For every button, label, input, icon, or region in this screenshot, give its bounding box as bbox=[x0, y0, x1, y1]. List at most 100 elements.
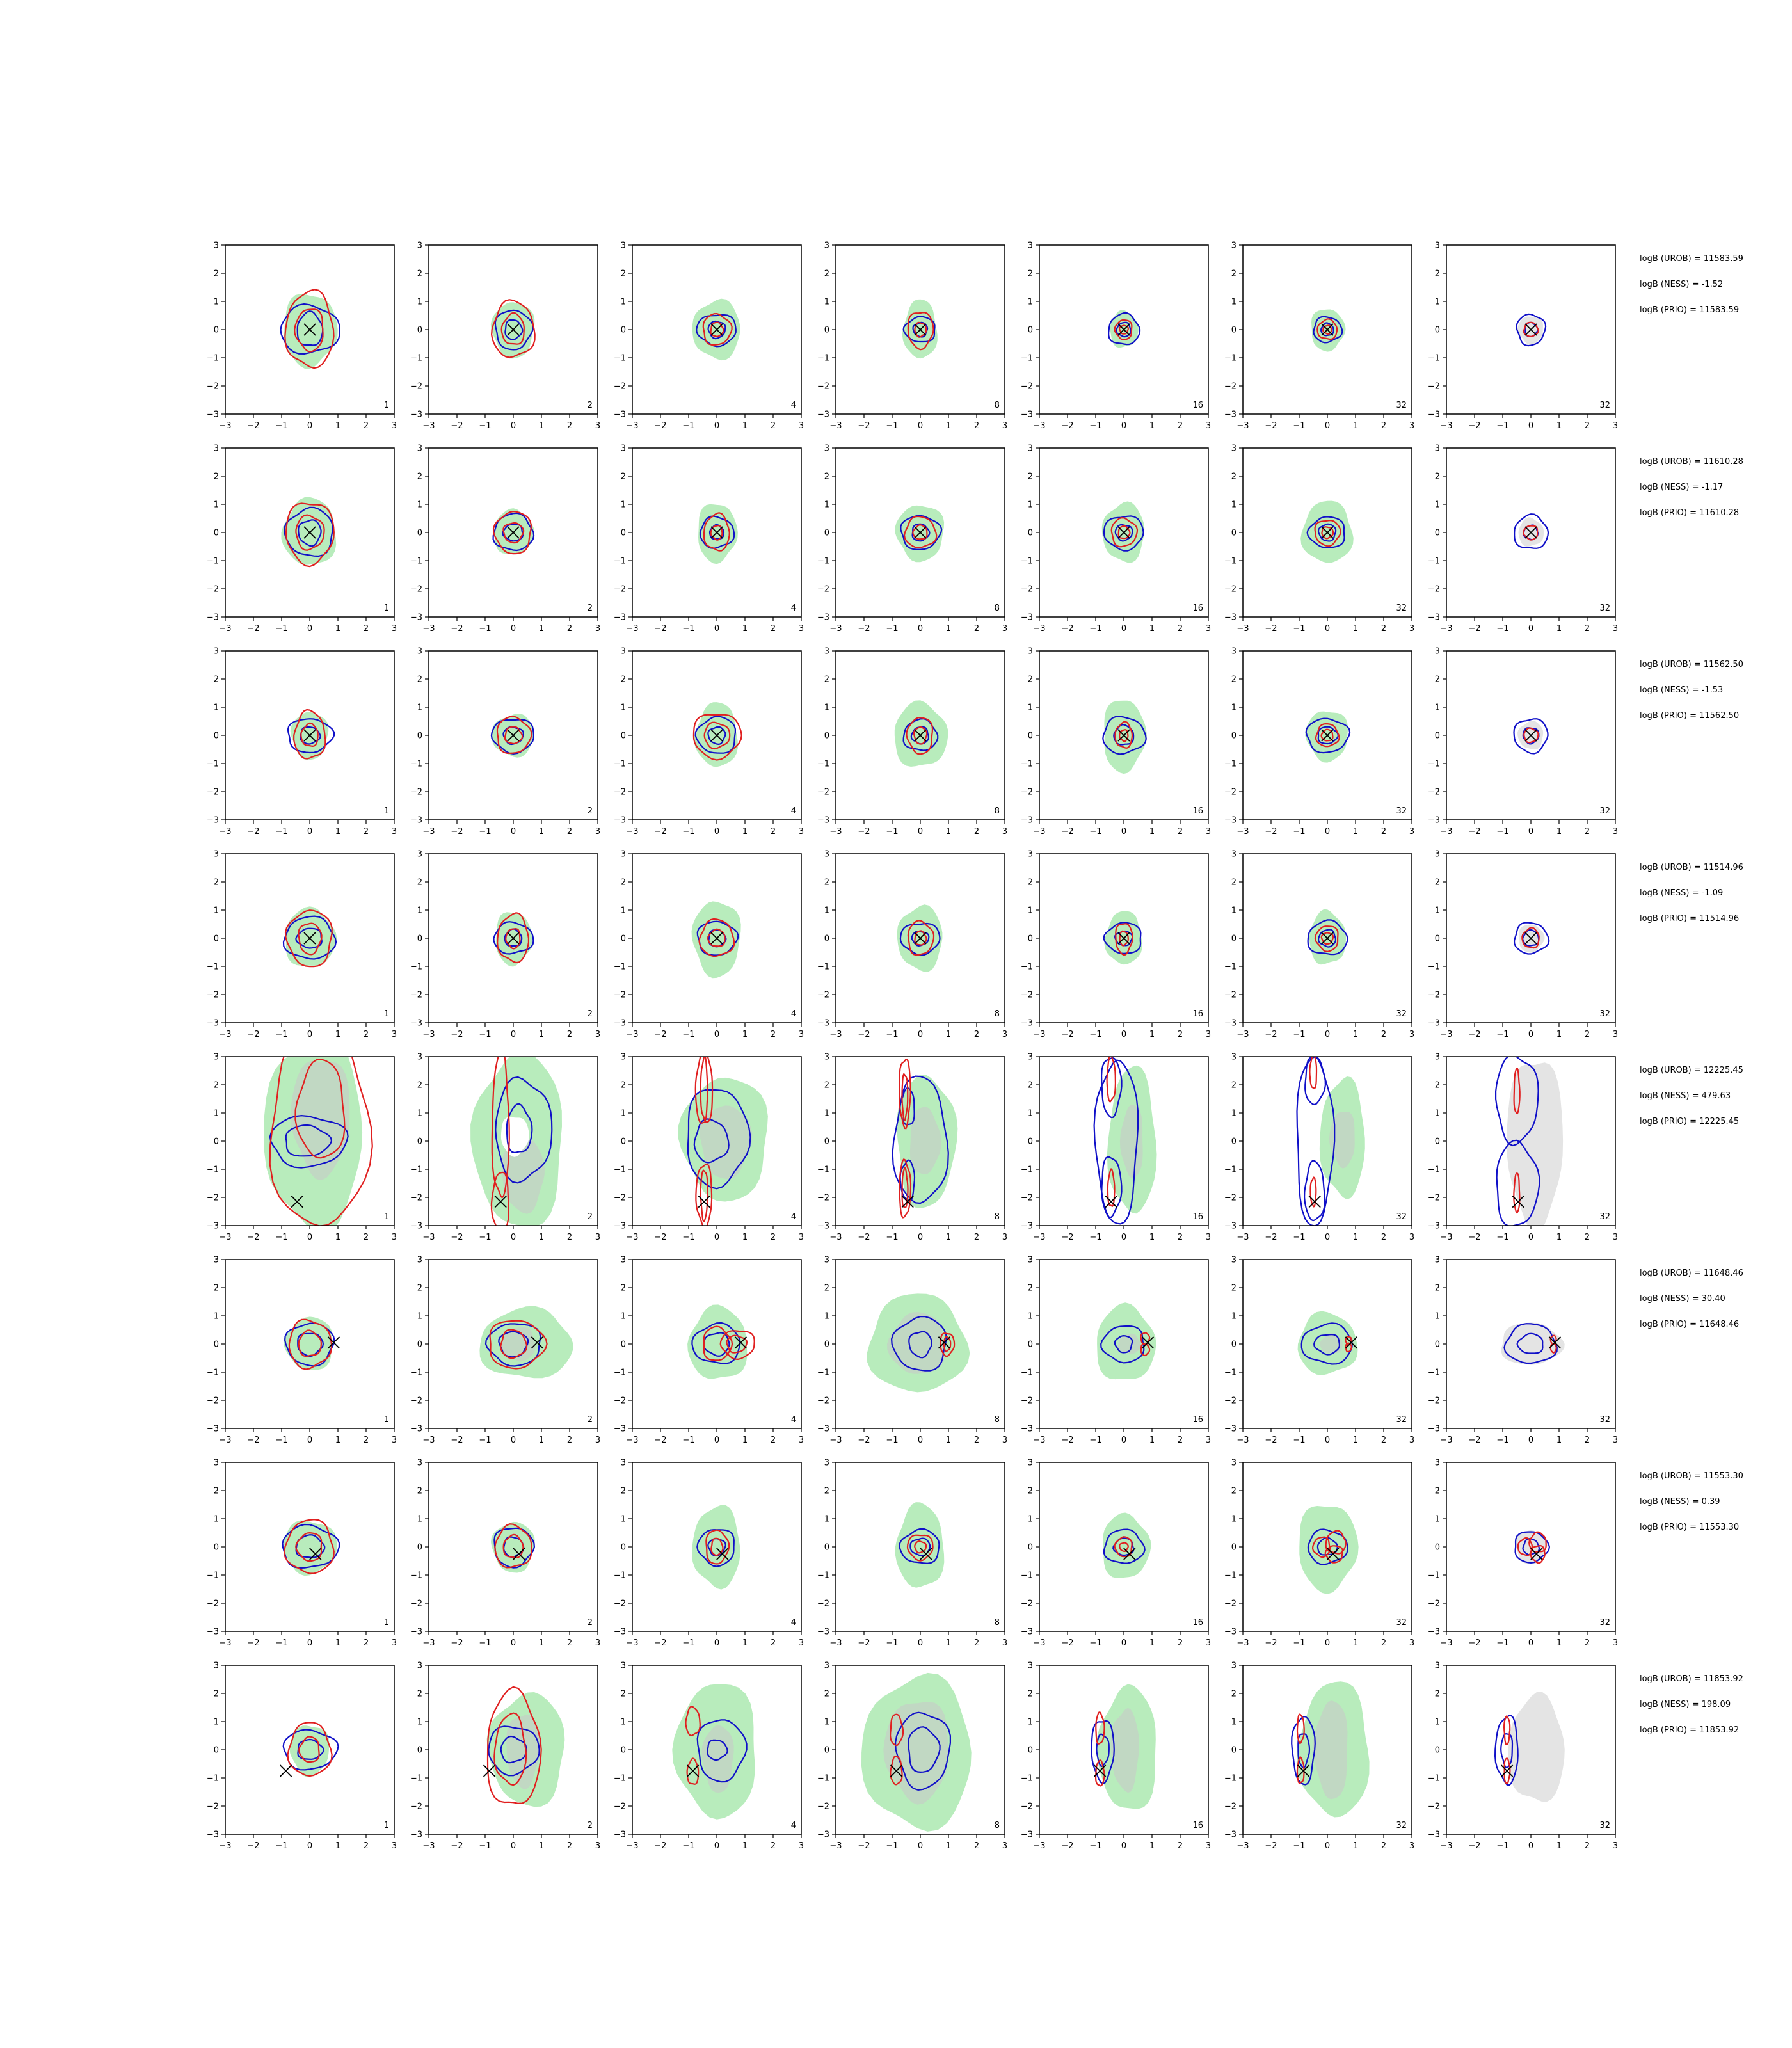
x-tick-label: 3 bbox=[1409, 1638, 1414, 1648]
y-tick-label: 3 bbox=[1231, 444, 1236, 454]
x-tick-label: 1 bbox=[1556, 1030, 1562, 1039]
x-tick-label: 1 bbox=[1353, 1030, 1358, 1039]
blue-contour bbox=[691, 1322, 741, 1364]
x-tick-label: −1 bbox=[1293, 1841, 1305, 1851]
y-tick-label: 2 bbox=[214, 1081, 219, 1091]
blue-contour bbox=[495, 1076, 553, 1184]
marker-stroke bbox=[291, 1195, 303, 1208]
x-tick-label: −3 bbox=[829, 1030, 842, 1039]
x-tick-label: 1 bbox=[946, 1233, 951, 1242]
y-tick-label: 3 bbox=[1231, 241, 1236, 251]
y-tick-label: 2 bbox=[621, 1081, 626, 1091]
x-tick-label: −3 bbox=[1236, 1233, 1249, 1242]
blue-contour bbox=[707, 320, 726, 340]
marker-stroke bbox=[507, 932, 520, 945]
y-tick-label: 3 bbox=[1028, 241, 1033, 251]
y-tick-label: 1 bbox=[824, 906, 829, 916]
y-tick-label: −2 bbox=[1021, 1599, 1033, 1609]
panel-plot-area bbox=[1311, 309, 1346, 352]
y-tick-label: −3 bbox=[1224, 410, 1236, 420]
x-tick-label: −1 bbox=[886, 421, 898, 431]
true-location-marker bbox=[507, 526, 520, 539]
panel-plot-area bbox=[491, 1521, 536, 1573]
x-tick-label: 1 bbox=[946, 1638, 951, 1648]
y-tick-label: 3 bbox=[621, 1256, 626, 1265]
panel-plot-area bbox=[264, 1057, 373, 1226]
panel-plot-area bbox=[479, 1306, 573, 1379]
red-contour bbox=[1513, 1068, 1521, 1115]
y-tick-label: 3 bbox=[1028, 850, 1033, 860]
red-contour bbox=[1114, 1536, 1133, 1558]
true-location-marker bbox=[1141, 1336, 1155, 1349]
true-location-marker bbox=[914, 729, 927, 742]
panel-plot-area bbox=[692, 702, 742, 767]
panel-number-label: 1 bbox=[384, 604, 389, 613]
red-contour bbox=[903, 515, 938, 549]
y-tick-label: −3 bbox=[614, 1019, 626, 1028]
x-tick-label: −3 bbox=[1033, 624, 1045, 634]
panel-number-label: 16 bbox=[1192, 401, 1203, 410]
x-tick-label: 3 bbox=[392, 421, 397, 431]
blue-contour bbox=[1300, 1322, 1354, 1365]
red-contour bbox=[1530, 1544, 1546, 1564]
x-tick-label: 3 bbox=[799, 624, 804, 634]
blue-contour bbox=[1307, 1528, 1348, 1565]
true-location-marker bbox=[1105, 1195, 1117, 1208]
x-tick-label: 0 bbox=[307, 827, 312, 836]
blue-contour bbox=[298, 519, 322, 547]
x-tick-label: 0 bbox=[714, 1436, 719, 1445]
x-tick-label: −1 bbox=[1293, 1030, 1305, 1039]
x-tick-label: 3 bbox=[799, 421, 804, 431]
x-tick-label: −1 bbox=[479, 827, 491, 836]
panel-plot-area bbox=[902, 299, 938, 359]
x-tick-label: −3 bbox=[422, 1030, 435, 1039]
y-tick-label: 0 bbox=[824, 934, 829, 944]
panel-number-label: 4 bbox=[791, 604, 796, 613]
x-tick-label: 2 bbox=[1585, 827, 1590, 836]
y-tick-label: −1 bbox=[1428, 1165, 1440, 1175]
red-contour bbox=[1503, 1757, 1511, 1785]
panel-number-label: 32 bbox=[1599, 401, 1610, 410]
x-tick-label: 3 bbox=[1409, 1030, 1414, 1039]
y-tick-label: 1 bbox=[417, 1312, 422, 1322]
true-location-marker bbox=[483, 1764, 496, 1777]
red-contour bbox=[1316, 318, 1338, 340]
panel-number-label: 4 bbox=[791, 401, 796, 410]
red-contour bbox=[898, 1058, 911, 1130]
panel-plot-area bbox=[892, 1058, 958, 1219]
red-contour bbox=[726, 1334, 748, 1354]
marker-stroke bbox=[1524, 323, 1537, 336]
y-tick-label: 1 bbox=[824, 1718, 829, 1727]
true-location-marker bbox=[710, 323, 723, 336]
x-tick-label: −1 bbox=[1293, 1638, 1305, 1648]
x-tick-label: −2 bbox=[451, 1638, 463, 1648]
x-tick-label: 2 bbox=[1585, 421, 1590, 431]
y-tick-label: 3 bbox=[621, 1459, 626, 1468]
x-tick-label: 0 bbox=[511, 624, 516, 634]
x-tick-label: 3 bbox=[1613, 421, 1618, 431]
y-tick-label: −3 bbox=[614, 1628, 626, 1637]
y-tick-label: 1 bbox=[417, 1515, 422, 1524]
panel-r2-c6: −3 −2 −1 0 1 2 3 −3 −2 −1 0 1 2 3 32 bbox=[1224, 444, 1414, 634]
red-contour bbox=[497, 912, 530, 964]
y-tick-label: 1 bbox=[621, 703, 626, 713]
x-tick-label: −2 bbox=[654, 1030, 666, 1039]
y-tick-label: 2 bbox=[1231, 1487, 1236, 1496]
y-tick-label: −1 bbox=[1224, 1571, 1236, 1581]
y-tick-label: 2 bbox=[824, 1487, 829, 1496]
y-tick-label: −1 bbox=[614, 760, 626, 769]
y-tick-label: −1 bbox=[1224, 557, 1236, 566]
x-tick-label: 0 bbox=[1325, 1233, 1330, 1242]
y-tick-label: 2 bbox=[417, 1081, 422, 1091]
x-tick-label: 2 bbox=[771, 1233, 776, 1242]
gray-density-fill bbox=[290, 1060, 350, 1181]
marker-stroke bbox=[483, 1764, 496, 1777]
y-tick-label: 2 bbox=[417, 1487, 422, 1496]
blue-contour bbox=[696, 314, 737, 348]
y-tick-label: 1 bbox=[621, 500, 626, 510]
marker-stroke bbox=[710, 729, 723, 742]
x-tick-label: 2 bbox=[1381, 1841, 1386, 1851]
true-location-marker bbox=[291, 1195, 303, 1208]
y-tick-label: 0 bbox=[1231, 1543, 1236, 1553]
